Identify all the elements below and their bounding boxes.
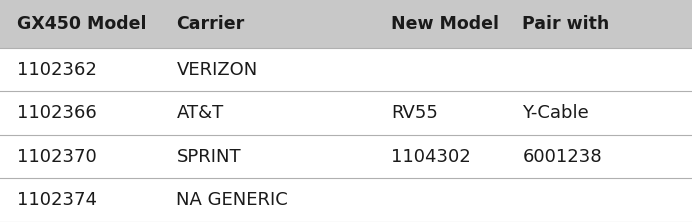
Text: 1102366: 1102366 — [17, 104, 97, 122]
Text: RV55: RV55 — [391, 104, 438, 122]
Text: 1102362: 1102362 — [17, 61, 97, 79]
Text: GX450 Model: GX450 Model — [17, 15, 147, 33]
Text: 1104302: 1104302 — [391, 148, 471, 166]
Text: 1102374: 1102374 — [17, 191, 98, 209]
Text: Carrier: Carrier — [176, 15, 245, 33]
Text: New Model: New Model — [391, 15, 499, 33]
Text: 1102370: 1102370 — [17, 148, 97, 166]
Text: VERIZON: VERIZON — [176, 61, 257, 79]
Text: Y-Cable: Y-Cable — [522, 104, 589, 122]
Text: AT&T: AT&T — [176, 104, 224, 122]
Text: SPRINT: SPRINT — [176, 148, 241, 166]
Text: NA GENERIC: NA GENERIC — [176, 191, 288, 209]
Text: Pair with: Pair with — [522, 15, 610, 33]
Text: 6001238: 6001238 — [522, 148, 602, 166]
Bar — [0, 0, 692, 48]
